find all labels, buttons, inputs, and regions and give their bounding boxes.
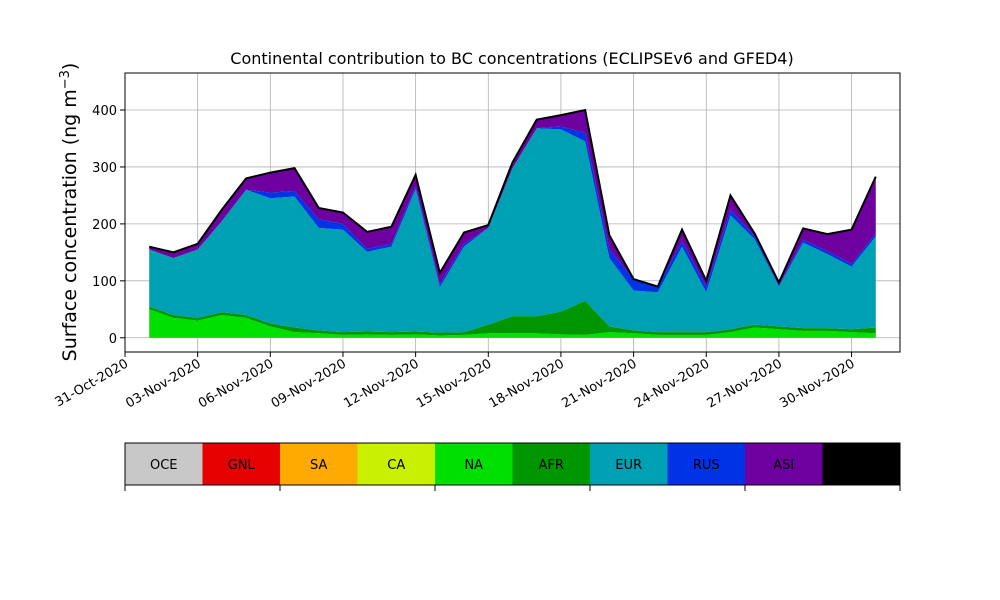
plot-frame	[124, 72, 901, 353]
legend-swatch-eur	[590, 443, 668, 485]
y-axis-label: Surface concentration (ng m−3)	[58, 63, 81, 362]
legend-swatch-na	[435, 443, 513, 485]
total-outline	[148, 108, 877, 288]
chart-title: Continental contribution to BC concentra…	[230, 49, 793, 68]
y-tick-label: 400	[92, 104, 117, 119]
area-afr	[149, 300, 876, 336]
legend-label-afr: AFR	[539, 458, 564, 473]
legend-label-na: NA	[464, 458, 483, 473]
legend-swatch-aus	[822, 443, 900, 485]
y-tick-label: 300	[92, 161, 117, 176]
area-na	[149, 309, 876, 338]
legend-frame	[124, 442, 901, 486]
legend-swatch-rus	[667, 443, 745, 485]
legend-swatch-oce	[125, 443, 203, 485]
legend-swatch-sa	[280, 443, 358, 485]
y-tick-label: 200	[92, 218, 117, 233]
area-eur	[149, 128, 876, 333]
legend-colorbar: OCE GNL SA CA NA AFR EUR RUS ASI AUS	[124, 442, 901, 491]
legend-swatch-gnl	[202, 443, 280, 485]
y-tick-label: 0	[109, 332, 117, 347]
legend-label-gnl: GNL	[228, 458, 256, 473]
y-tick-label: 100	[92, 275, 117, 290]
legend-label-ca: CA	[387, 458, 405, 473]
legend-label-eur: EUR	[615, 458, 642, 473]
legend-label-oce: OCE	[150, 458, 178, 473]
legend-label-sa: SA	[310, 458, 327, 473]
legend-swatch-ca	[357, 443, 435, 485]
legend-swatch-afr	[512, 443, 590, 485]
legend-swatch-asi	[745, 443, 823, 485]
legend-label-rus: RUS	[693, 458, 720, 473]
legend-label-asi: ASI	[773, 458, 794, 473]
y-axis: 0 100 200 300 400	[92, 104, 125, 347]
legend-label-aus: AUS	[848, 458, 875, 473]
